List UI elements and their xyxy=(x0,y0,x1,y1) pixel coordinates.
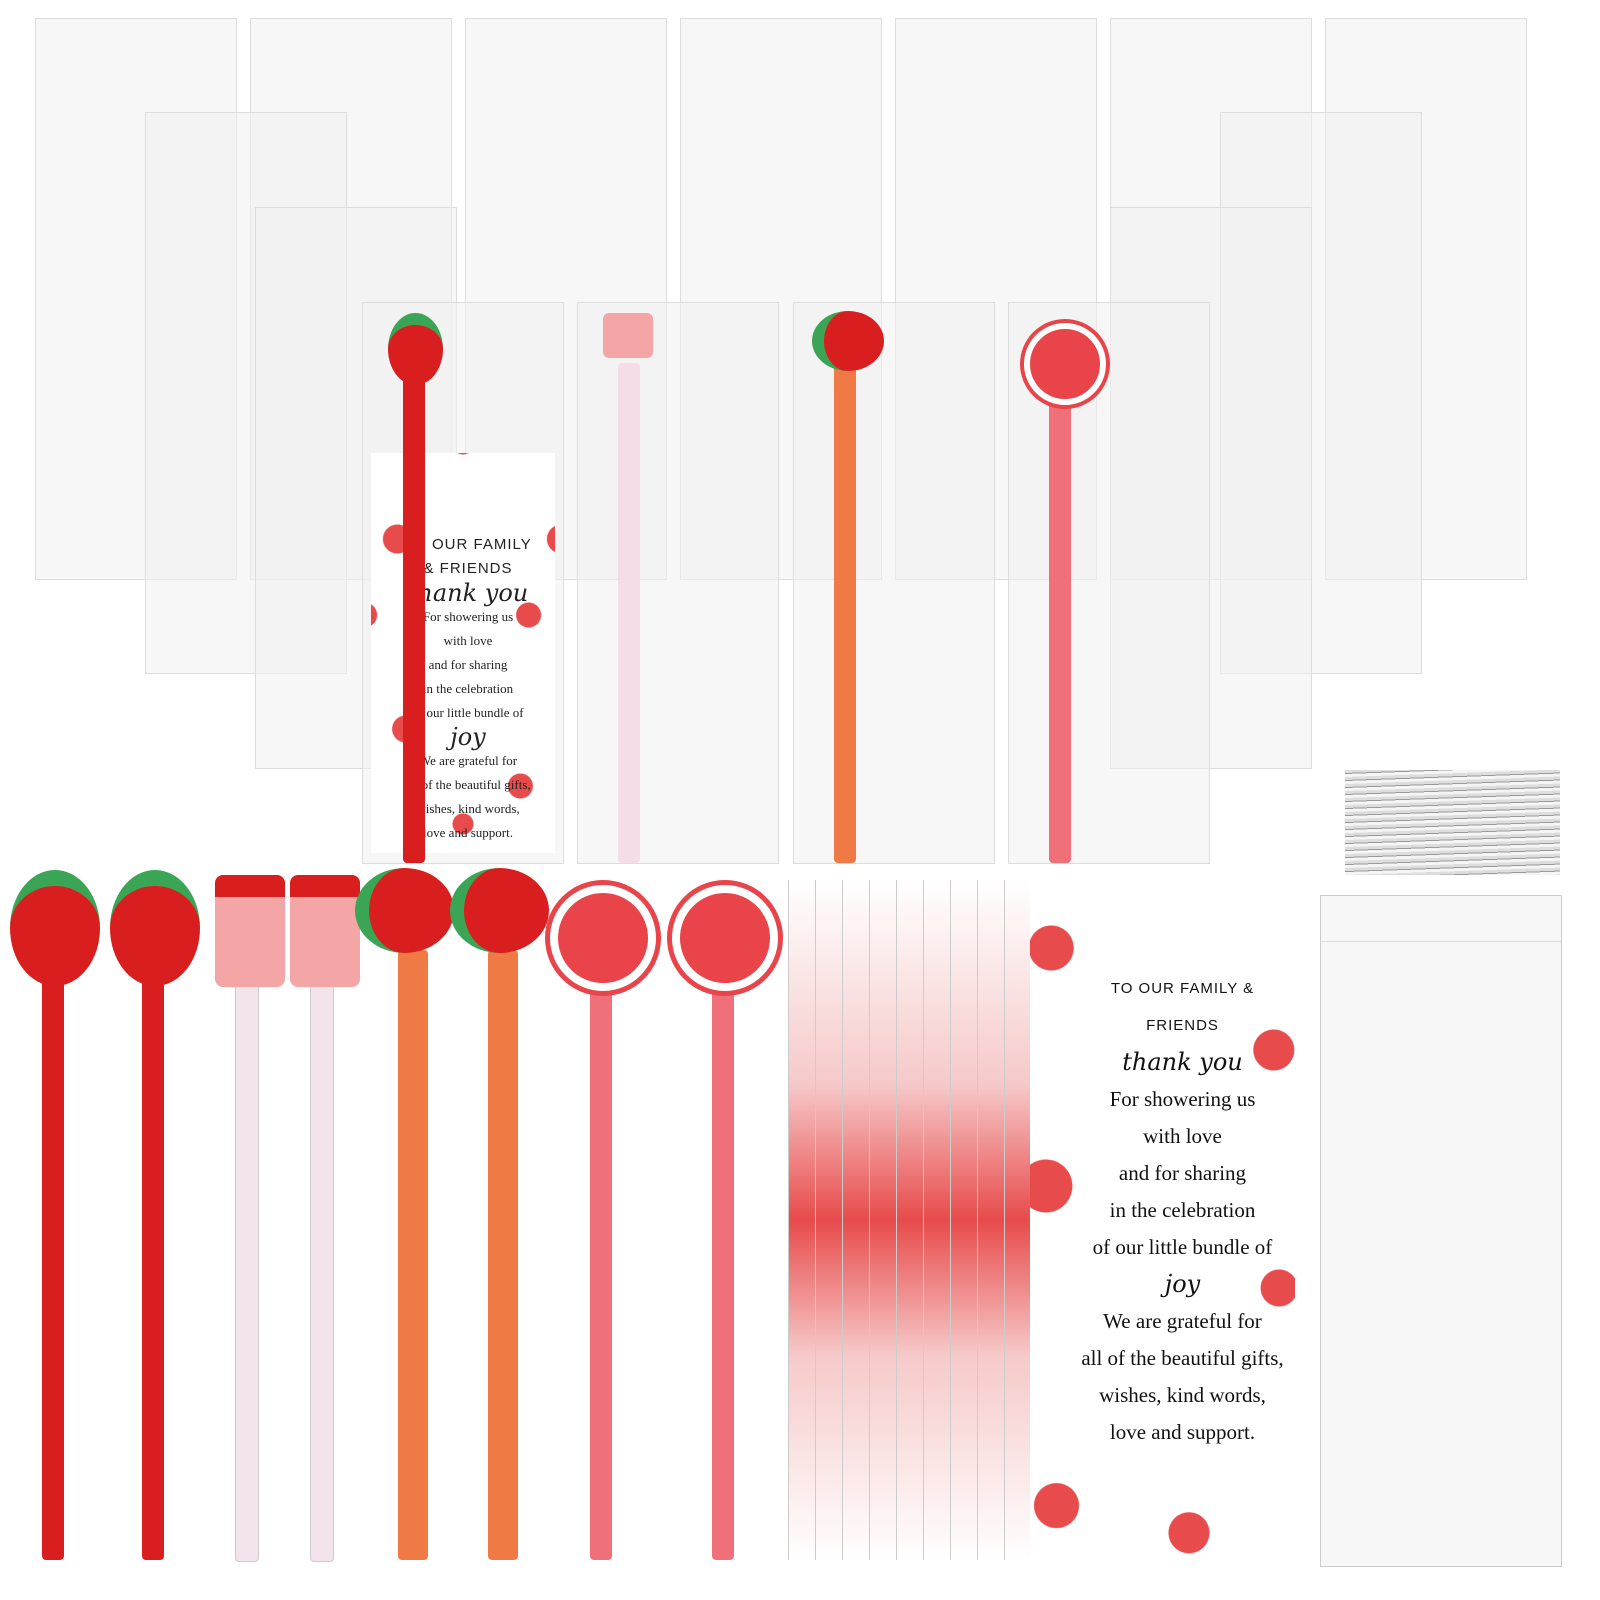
card-line: in the celebration xyxy=(422,681,514,696)
silver-twist-ties xyxy=(1345,770,1560,875)
pen-strawberry-character xyxy=(142,960,164,1560)
strawberry-fruit-topper xyxy=(355,868,454,953)
card-script-word: joy xyxy=(1164,1270,1201,1298)
strawberry-lollipop-topper xyxy=(1024,323,1106,405)
pen-strawberry-fruit xyxy=(834,363,856,863)
card-line: wishes, kind words, xyxy=(416,801,520,816)
card-line: We are grateful for xyxy=(1103,1309,1262,1333)
strawberry-character-topper xyxy=(10,870,100,986)
favor-bag-front xyxy=(577,302,779,864)
favor-bag-front: TO OUR FAMILY & FRIENDS thank you For sh… xyxy=(362,302,564,864)
card-line: with love xyxy=(443,633,493,648)
thank-you-card-front: TO OUR FAMILY & FRIENDS thank you For sh… xyxy=(1030,880,1295,1560)
pen-strawberry-character xyxy=(403,363,425,863)
pen-strawberry-cake xyxy=(618,363,640,863)
pen-strawberry-lollipop xyxy=(712,970,734,1560)
pen-strawberry-fruit xyxy=(488,950,518,1560)
bag-seal-flap xyxy=(1321,916,1561,942)
pen-strawberry-cake xyxy=(235,960,259,1562)
card-line: For showering us xyxy=(1109,1087,1256,1111)
strawberry-fruit-topper xyxy=(812,311,884,371)
favor-bag-front xyxy=(793,302,995,864)
card-line: of our little bundle of xyxy=(412,705,524,720)
pen-strawberry-lollipop xyxy=(1049,383,1071,863)
card-line: love and support. xyxy=(423,825,513,840)
strawberry-cake-topper xyxy=(215,875,285,987)
card-line: in the celebration xyxy=(1109,1198,1256,1222)
strawberry-lollipop-topper xyxy=(672,885,778,991)
pen-strawberry-cake xyxy=(310,960,334,1562)
card-line: with love xyxy=(1143,1124,1222,1148)
pen-strawberry-fruit xyxy=(398,950,428,1560)
favor-bag-front xyxy=(1008,302,1210,864)
card-script-title: thank you xyxy=(1122,1048,1243,1076)
strawberry-character-topper xyxy=(388,313,443,385)
strawberry-character-topper xyxy=(110,870,200,986)
card-line: all of the beautiful gifts, xyxy=(405,777,531,792)
card-line: and for sharing xyxy=(1118,1161,1247,1185)
strawberry-cake-topper xyxy=(290,875,360,987)
card-line: We are grateful for xyxy=(418,753,518,768)
card-heading: TO OUR FAMILY & FRIENDS xyxy=(404,536,532,577)
card-line: For showering us xyxy=(422,609,514,624)
card-script-title: thank you xyxy=(407,579,529,607)
strawberry-cake-topper xyxy=(603,313,653,358)
card-line: wishes, kind words, xyxy=(1099,1383,1266,1407)
card-line: all of the beautiful gifts, xyxy=(1081,1346,1284,1370)
strawberry-lollipop-topper xyxy=(550,885,656,991)
card-script-word: joy xyxy=(450,723,486,751)
card-line: of our little bundle of xyxy=(1092,1235,1273,1259)
card-line: and for sharing xyxy=(428,657,508,672)
strawberry-fruit-topper xyxy=(450,868,549,953)
clear-cellophane-bag xyxy=(1320,895,1562,1567)
pen-strawberry-character xyxy=(42,960,64,1560)
thank-you-card: TO OUR FAMILY & FRIENDS thank you For sh… xyxy=(371,453,555,853)
card-heading: TO OUR FAMILY & FRIENDS xyxy=(1110,980,1255,1034)
pen-strawberry-lollipop xyxy=(590,970,612,1560)
card-line: love and support. xyxy=(1109,1420,1256,1444)
